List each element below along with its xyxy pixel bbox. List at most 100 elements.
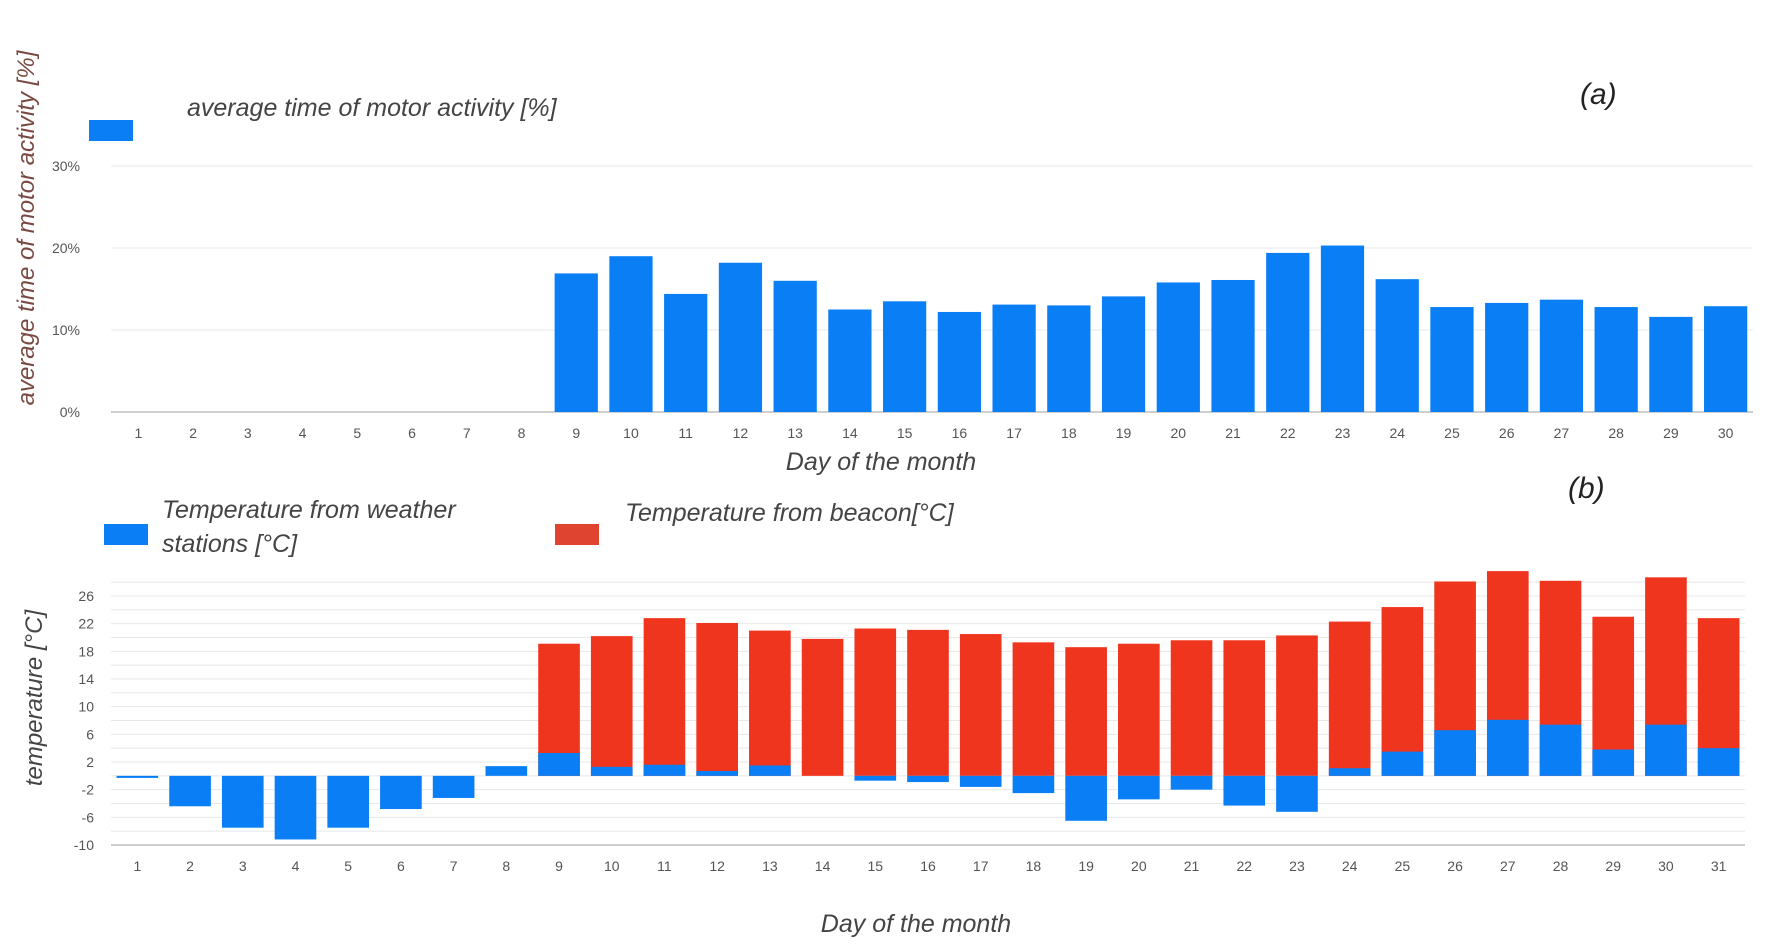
x-tick-label-a: 10 <box>623 425 639 441</box>
x-tick-label-b: 15 <box>868 858 884 874</box>
legend-label-beacon: Temperature from beacon[°C] <box>625 499 955 527</box>
x-tick-label-b: 6 <box>397 858 405 874</box>
bar-motor-activity <box>609 256 653 412</box>
x-tick-label-b: 23 <box>1289 858 1305 874</box>
y-tick-label-a: 20% <box>52 240 80 256</box>
x-tick-label-b: 16 <box>920 858 936 874</box>
bar-motor-activity <box>1211 279 1255 412</box>
x-tick-label-b: 18 <box>1026 858 1042 874</box>
bar-beacon-temperature <box>1328 621 1371 776</box>
x-tick-label-b: 20 <box>1131 858 1147 874</box>
bar-motor-activity <box>718 262 763 412</box>
x-tick-label-b: 19 <box>1078 858 1094 874</box>
bar-weather-station-temperature <box>1276 775 1318 812</box>
x-tick-label-b: 21 <box>1184 858 1200 874</box>
x-tick-label-b: 10 <box>604 858 620 874</box>
x-tick-label-a: 3 <box>244 425 252 441</box>
bar-weather-station-temperature <box>116 775 159 778</box>
bar-beacon-temperature <box>854 628 897 776</box>
bar-weather-station-temperature <box>643 764 686 776</box>
bar-weather-station-temperature <box>1592 749 1635 776</box>
bar-weather-station-temperature <box>1223 775 1266 806</box>
x-tick-label-a: 9 <box>572 425 580 441</box>
x-tick-label-a: 28 <box>1608 425 1624 441</box>
bar-weather-station-temperature <box>380 775 422 810</box>
y-tick-label-a: 0% <box>60 404 80 420</box>
panel-label-b: (b) <box>1568 472 1605 505</box>
bar-weather-station-temperature <box>749 765 791 776</box>
x-tick-label-b: 5 <box>344 858 352 874</box>
legend-swatch-weather-stations <box>104 524 148 545</box>
x-tick-label-b: 2 <box>186 858 194 874</box>
bar-beacon-temperature <box>590 636 633 776</box>
bar-beacon-temperature <box>1065 647 1107 776</box>
bar-weather-station-temperature <box>1381 751 1424 776</box>
x-tick-label-a: 22 <box>1280 425 1296 441</box>
x-tick-label-a: 14 <box>842 425 858 441</box>
x-tick-label-a: 17 <box>1006 425 1022 441</box>
bar-beacon-temperature <box>1223 640 1266 776</box>
bar-beacon-temperature <box>1012 642 1055 776</box>
x-axis-title-a: Day of the month <box>786 448 976 476</box>
bar-motor-activity <box>828 309 872 412</box>
y-tick-label-b: -10 <box>74 837 94 853</box>
bar-weather-station-temperature <box>274 775 317 840</box>
bar-beacon-temperature <box>1170 640 1213 776</box>
bar-weather-station-temperature <box>485 766 528 776</box>
bar-weather-station-temperature <box>1012 775 1055 794</box>
bar-motor-activity <box>773 280 817 412</box>
x-tick-label-b: 4 <box>292 858 300 874</box>
y-axis-title-a: average time of motor activity [%] <box>13 49 40 405</box>
x-tick-label-a: 8 <box>518 425 526 441</box>
x-tick-label-b: 7 <box>450 858 458 874</box>
bar-motor-activity <box>1430 307 1474 412</box>
x-tick-label-a: 27 <box>1554 425 1570 441</box>
x-tick-label-a: 30 <box>1718 425 1734 441</box>
x-tick-label-a: 24 <box>1389 425 1405 441</box>
y-tick-label-b: 6 <box>86 726 94 742</box>
bar-beacon-temperature <box>643 618 686 776</box>
x-tick-label-b: 11 <box>657 858 672 874</box>
bar-motor-activity <box>1156 282 1200 412</box>
x-tick-label-a: 6 <box>408 425 416 441</box>
x-tick-label-a: 15 <box>897 425 913 441</box>
x-tick-label-a: 5 <box>353 425 361 441</box>
legend-label-weather-stations: Temperature from weather stations [°C] <box>162 496 456 558</box>
x-tick-label-b: 17 <box>973 858 989 874</box>
bar-motor-activity <box>554 273 598 412</box>
x-tick-label-b: 28 <box>1553 858 1569 874</box>
bar-motor-activity <box>1649 316 1693 412</box>
x-tick-label-b: 30 <box>1658 858 1674 874</box>
bar-motor-activity <box>1266 252 1310 412</box>
bar-weather-station-temperature <box>1697 748 1740 776</box>
bar-weather-station-temperature <box>221 775 264 828</box>
bar-beacon-temperature <box>1118 643 1160 776</box>
y-tick-label-b: 26 <box>78 588 94 604</box>
bar-motor-activity <box>664 293 708 412</box>
x-tick-label-a: 4 <box>299 425 307 441</box>
x-tick-label-a: 19 <box>1116 425 1132 441</box>
y-tick-label-b: 18 <box>78 643 94 659</box>
bar-weather-station-temperature <box>590 766 633 776</box>
bar-weather-station-temperature <box>1645 724 1687 776</box>
bar-beacon-temperature <box>959 634 1002 776</box>
x-tick-label-b: 22 <box>1236 858 1252 874</box>
bar-weather-station-temperature <box>907 775 949 783</box>
bar-motor-activity <box>1375 279 1419 412</box>
x-tick-label-b: 27 <box>1500 858 1516 874</box>
legend-swatch-motor-activity <box>89 120 133 141</box>
x-tick-label-a: 13 <box>787 425 803 441</box>
x-tick-label-a: 16 <box>952 425 968 441</box>
x-tick-label-b: 13 <box>762 858 778 874</box>
x-tick-label-b: 3 <box>239 858 247 874</box>
y-tick-label-b: -2 <box>82 782 95 798</box>
bar-weather-station-temperature <box>169 775 211 807</box>
panel-label-a: (a) <box>1580 78 1617 111</box>
bar-beacon-temperature <box>1592 616 1635 776</box>
legend-swatch-beacon <box>555 524 599 545</box>
y-tick-label-b: 14 <box>78 671 94 687</box>
bar-beacon-temperature <box>749 630 791 776</box>
x-tick-label-b: 31 <box>1711 858 1727 874</box>
bar-beacon-temperature <box>907 629 949 776</box>
